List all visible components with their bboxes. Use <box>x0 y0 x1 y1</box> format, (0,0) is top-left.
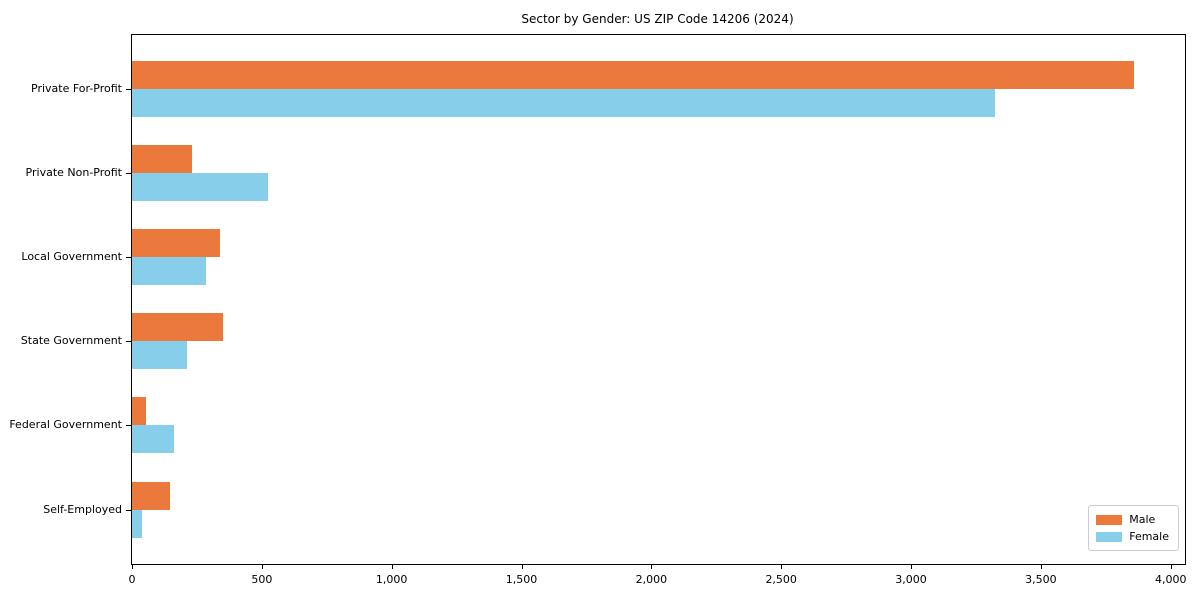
chart-title: Sector by Gender: US ZIP Code 14206 (202… <box>521 12 794 26</box>
y-tick-mark <box>126 173 131 175</box>
y-tick-mark <box>126 89 131 90</box>
x-tick-label: 2,000 <box>635 573 668 586</box>
x-tick-mark <box>1040 564 1042 569</box>
legend-label: Male <box>1129 513 1156 526</box>
y-tick-mark <box>126 257 131 259</box>
bar-female-5 <box>132 509 142 538</box>
bar-female-4 <box>132 425 174 454</box>
x-tick-mark <box>651 564 653 569</box>
x-tick-label: 3,500 <box>1025 573 1057 586</box>
x-tick-mark <box>1170 564 1172 569</box>
x-tick-label: 1,500 <box>505 573 538 586</box>
x-tick-mark <box>911 564 913 569</box>
x-tick-mark <box>391 564 393 569</box>
y-tick-mark <box>126 425 131 427</box>
y-tick-mark <box>126 509 131 511</box>
bar-female-2 <box>132 257 206 286</box>
bar-male-1 <box>132 145 192 174</box>
x-tick-label: 0 <box>128 573 136 586</box>
bar-female-1 <box>132 173 268 202</box>
legend-swatch-female <box>1096 531 1123 542</box>
y-tick-label: State Government <box>20 334 122 348</box>
bar-female-0 <box>132 89 995 117</box>
x-tick-label: 4,000 <box>1154 573 1187 586</box>
y-tick-label: Federal Government <box>9 418 122 432</box>
bar-male-5 <box>132 481 170 510</box>
x-tick-mark <box>781 564 783 569</box>
x-tick-label: 1,000 <box>375 573 408 586</box>
x-tick-label: 2,500 <box>765 573 797 586</box>
bar-male-0 <box>132 61 1134 89</box>
x-tick-label: 3,000 <box>895 573 927 586</box>
legend-item-female: Female <box>1096 528 1169 545</box>
legend: Male Female <box>1088 505 1179 551</box>
x-tick-label: 500 <box>251 573 273 586</box>
y-tick-label: Self-Employed <box>43 502 122 516</box>
bar-male-4 <box>132 397 146 426</box>
bar-male-3 <box>132 313 223 342</box>
legend-item-male: Male <box>1096 511 1169 528</box>
y-tick-label: Local Government <box>21 250 122 264</box>
x-tick-mark <box>521 564 523 569</box>
bar-female-3 <box>132 341 187 370</box>
plot-area: Private For-Profit Private Non-Profit Loca… <box>9 34 1186 586</box>
x-tick-mark <box>132 564 133 569</box>
y-tick-label: Private For-Profit <box>31 82 122 95</box>
legend-swatch-male <box>1096 514 1123 525</box>
x-tick-mark <box>261 564 263 569</box>
y-tick-mark <box>126 341 131 343</box>
legend-label: Female <box>1129 530 1169 543</box>
bar-male-2 <box>132 229 220 258</box>
y-tick-label: Private Non-Profit <box>25 166 122 180</box>
